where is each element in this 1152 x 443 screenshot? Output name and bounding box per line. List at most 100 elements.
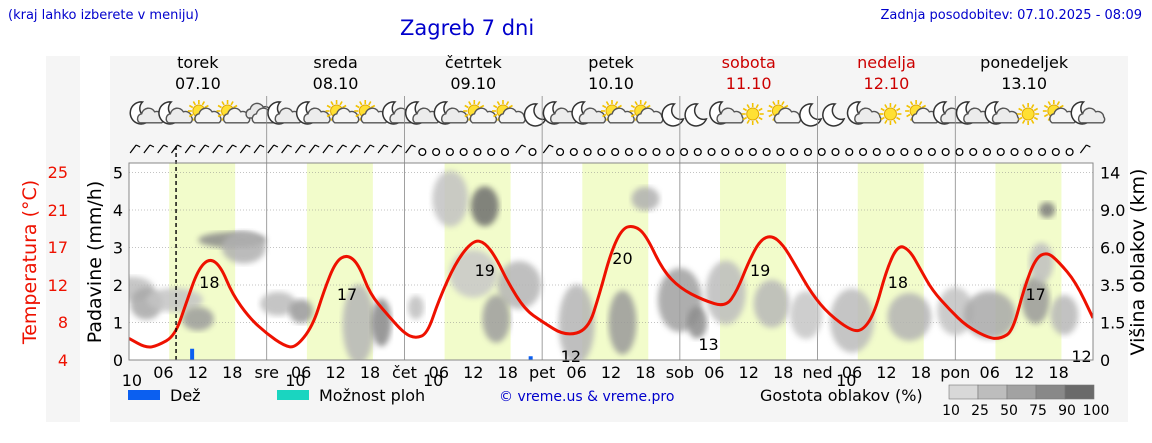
calm-wind	[1065, 147, 1074, 157]
calm-wind	[790, 147, 799, 157]
cloud-density-tick: 50	[1000, 403, 1018, 419]
wind-barb	[226, 144, 237, 154]
cloud-density-area	[830, 288, 874, 353]
page-title: Zagreb 7 dni	[400, 16, 535, 40]
wind-barb	[294, 144, 306, 154]
temperature-extreme-label: 12	[561, 347, 581, 366]
cloud-height-axis-label: Višina oblakov (km)	[1127, 169, 1149, 356]
x-tick-label: 06	[980, 363, 1000, 382]
wind-barb	[363, 144, 375, 154]
cloud-density-tick: 25	[971, 403, 989, 419]
moon-cloud-icon	[846, 101, 882, 125]
x-tick-label: 12	[463, 363, 483, 382]
x-tick-label: 12	[1014, 363, 1034, 382]
temperature-extreme-label: 12	[1071, 347, 1091, 366]
cloud-density-area	[371, 298, 392, 347]
cloud-density-area	[181, 306, 214, 331]
x-tick-label: sob	[666, 363, 694, 382]
cloud-density-area	[449, 249, 498, 298]
calm-wind	[473, 147, 482, 157]
cloud-height-tick-label: 1.5	[1100, 314, 1125, 333]
precipitation-axis-label: Padavine (mm/h)	[84, 181, 106, 344]
wind-barb	[542, 144, 554, 154]
wind-barb	[308, 144, 320, 154]
calm-wind	[748, 147, 757, 157]
legend-showers-swatch	[277, 390, 309, 400]
moon-cloud-icon	[571, 101, 607, 125]
temperature-axis-panel	[46, 56, 80, 422]
legend-showers-label: Možnost ploh	[319, 386, 425, 405]
calm-wind	[487, 147, 496, 157]
x-tick-label: 18	[360, 363, 380, 382]
cloud-density-area	[342, 284, 375, 360]
day-date: 08.10	[313, 74, 359, 93]
calm-wind	[831, 147, 840, 157]
copyright-link[interactable]: © vreme.us & vreme.pro	[499, 389, 675, 405]
temperature-tick-label: 4	[58, 351, 68, 370]
calm-wind	[927, 147, 936, 157]
precip-tick-label: 4	[113, 201, 123, 220]
cloud-density-area	[260, 291, 297, 316]
calm-wind	[969, 147, 978, 157]
calm-wind	[652, 147, 661, 157]
x-tick-label: 12	[876, 363, 896, 382]
calm-wind	[583, 147, 592, 157]
x-tick-label: 18	[635, 363, 655, 382]
calm-wind	[418, 147, 427, 157]
sun-icon	[1017, 103, 1040, 125]
calm-wind	[432, 147, 441, 157]
wind-barb	[143, 144, 155, 154]
calm-wind	[721, 147, 730, 157]
temperature-tick-label: 12	[48, 276, 68, 295]
temperature-extreme-label: 10	[423, 371, 443, 390]
sun-cloud-icon	[463, 100, 498, 124]
wind-barb	[212, 144, 224, 154]
x-tick-label: 12	[325, 363, 345, 382]
cloud-density-area	[1029, 242, 1054, 283]
sun-cloud-icon	[1042, 100, 1077, 124]
wind-barb	[129, 144, 141, 154]
cloud-height-tick-label: 3.5	[1100, 276, 1125, 295]
cloud-density-swatch	[977, 384, 1008, 400]
x-tick-label: 06	[566, 363, 586, 382]
calm-wind	[597, 147, 606, 157]
legend-rain-swatch	[128, 390, 160, 400]
x-tick-label: 12	[739, 363, 759, 382]
cloud-density-area	[289, 299, 314, 324]
cloud-density-tick: 75	[1029, 403, 1047, 419]
precip-tick-label: 3	[113, 239, 123, 258]
day-name-sreda: sreda	[313, 53, 357, 72]
day-name-torek: torek	[177, 53, 219, 72]
calm-wind	[569, 147, 578, 157]
temperature-extreme-label: 19	[475, 261, 495, 280]
x-tick-label: 06	[153, 363, 173, 382]
wind-barb	[184, 144, 196, 154]
wind-barb	[377, 144, 389, 154]
x-tick-label: 06	[291, 363, 311, 382]
location-hint: (kraj lahko izberete v meniju)	[8, 8, 199, 23]
calm-wind	[679, 147, 689, 157]
moon-cloud-icon	[433, 101, 469, 125]
calm-wind	[982, 147, 992, 157]
day-name-ponedeljek: ponedeljek	[980, 53, 1069, 72]
moon-cloud-icon	[267, 101, 303, 125]
daylight-band	[169, 163, 236, 360]
sun-cloud-icon	[767, 100, 802, 124]
calm-wind	[886, 147, 895, 157]
cloud-density-area	[1050, 295, 1079, 335]
temperature-tick-label: 8	[58, 313, 68, 332]
calm-wind	[459, 147, 468, 157]
plot-frame	[128, 162, 1094, 361]
calm-wind	[872, 147, 881, 157]
day-name-petek: petek	[588, 53, 634, 72]
wind-barb	[157, 144, 168, 154]
x-tick-label: 06	[704, 363, 724, 382]
calm-wind	[500, 147, 510, 157]
temperature-extreme-label: 10	[836, 371, 856, 390]
cloud-density-area	[221, 231, 266, 264]
calm-wind	[817, 147, 826, 157]
moon-cloud-icon	[404, 101, 440, 125]
calm-wind	[762, 147, 771, 157]
sun-cloud-icon	[325, 100, 360, 124]
cloud-density-area	[790, 291, 823, 339]
